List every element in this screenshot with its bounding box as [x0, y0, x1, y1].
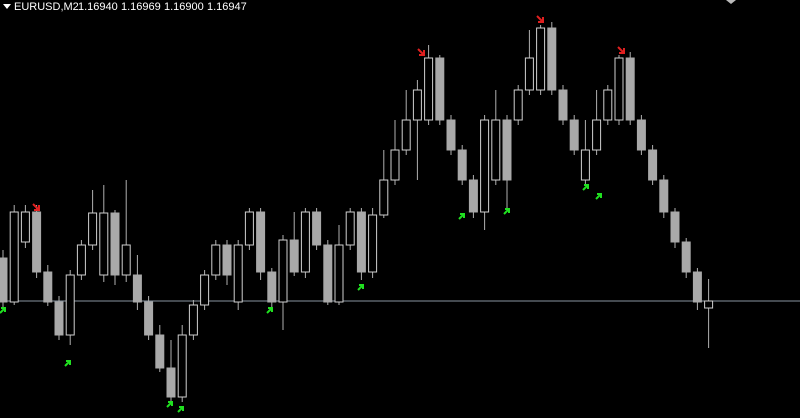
sell-arrow [417, 48, 425, 56]
buy-arrow [177, 406, 184, 413]
symbol: EURUSD,M2 [14, 1, 79, 13]
buy-arrow [0, 307, 6, 314]
candle-body [480, 119, 490, 213]
candle-body [200, 274, 210, 306]
candle-body [659, 179, 669, 213]
buy-arrow [503, 208, 510, 215]
candle-body [144, 301, 154, 336]
candle-body [558, 89, 568, 121]
candle-body [289, 239, 299, 273]
candle-body [43, 271, 53, 303]
corner-triangle[interactable] [726, 0, 736, 4]
candle-body [424, 57, 434, 121]
candle-body [536, 27, 546, 91]
candle-body [592, 119, 602, 151]
candle-body [32, 211, 42, 273]
candle-body [267, 271, 277, 303]
candle-body [524, 57, 534, 91]
buy-arrow [64, 360, 71, 367]
candle-body [155, 334, 165, 369]
buy-arrow [582, 184, 589, 191]
candle-body [65, 274, 75, 336]
candle-body [278, 239, 288, 303]
candle-body [9, 211, 19, 303]
candle-body [636, 119, 646, 151]
candle-body [323, 244, 333, 303]
candle-body [54, 301, 64, 336]
candle-body [692, 271, 702, 303]
candle-body [20, 211, 30, 243]
candle-body [412, 89, 422, 121]
sell-arrow [617, 46, 625, 54]
signals [0, 15, 625, 413]
candle-body [670, 211, 680, 243]
buy-arrow [357, 284, 364, 291]
candle-body [648, 149, 658, 181]
candle-body [0, 257, 8, 303]
candle-body [625, 57, 635, 121]
menu-triangle[interactable] [3, 4, 11, 9]
quote-open: 1.16940 [78, 1, 118, 13]
buy-arrow [458, 213, 465, 220]
candle-body [502, 119, 512, 181]
candle-body [88, 212, 98, 246]
candle-body [390, 149, 400, 181]
candle-body [166, 367, 176, 398]
candle-body [256, 211, 266, 273]
candle-body [110, 212, 120, 276]
candle-body [132, 274, 142, 303]
candle-body [401, 119, 411, 151]
candle-body [468, 179, 478, 213]
candle-body [446, 119, 456, 151]
candle-body [177, 334, 187, 398]
candle-body [76, 244, 86, 276]
candle-body [99, 212, 109, 276]
candle-body [457, 149, 467, 181]
candle-body [513, 89, 523, 121]
quote-close: 1.16947 [207, 1, 247, 13]
candle-body [244, 211, 254, 246]
sell-arrow [32, 203, 40, 211]
candle-body [681, 241, 691, 273]
candle-body [603, 89, 613, 121]
quote-high: 1.16969 [121, 1, 161, 13]
candle-body [345, 211, 355, 246]
candle-body [435, 57, 445, 121]
quote-low: 1.16900 [164, 1, 204, 13]
candle-body [121, 244, 131, 276]
candle-body [233, 244, 243, 303]
candle-body [491, 119, 501, 181]
candle-body [312, 211, 322, 246]
buy-arrow [166, 401, 173, 408]
candle-body [356, 211, 366, 273]
candle-body [368, 214, 378, 273]
candle-body [547, 27, 557, 91]
candle-body [614, 57, 624, 121]
buy-arrow [266, 307, 273, 314]
candle-body [188, 304, 198, 336]
candle-body [300, 211, 310, 273]
candle-body [379, 179, 389, 216]
candle-body [211, 244, 221, 276]
buy-arrow [595, 193, 602, 200]
candle-body [580, 149, 590, 181]
sell-arrow [536, 15, 544, 23]
candle-body [334, 244, 344, 303]
candle-body [704, 300, 714, 309]
candle-body [569, 119, 579, 151]
candle-body [222, 244, 232, 276]
